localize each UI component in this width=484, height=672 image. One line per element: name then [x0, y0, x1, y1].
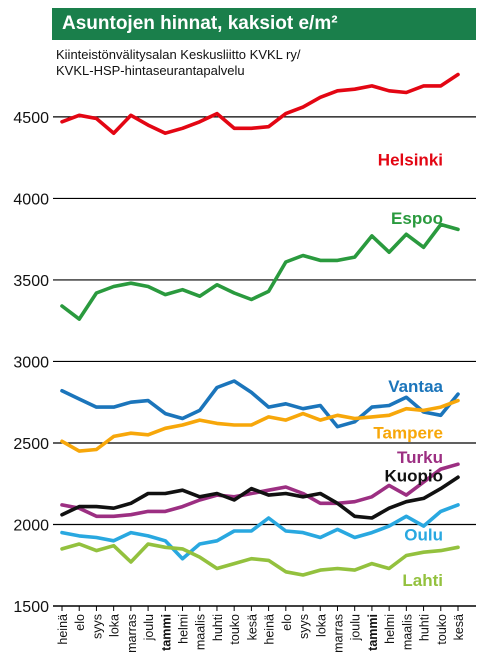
series-label-lahti: Lahti [402, 571, 443, 590]
x-tick-label: tammi [366, 614, 380, 651]
series-label-tampere: Tampere [373, 423, 443, 442]
x-tick-label: heinä [56, 614, 70, 645]
x-tick-label: marras [125, 614, 139, 653]
x-tick-label: huhti [418, 614, 432, 641]
y-tick-label: 4500 [13, 110, 49, 127]
x-tick-label: heinä [263, 614, 277, 645]
chart-title: Asuntojen hinnat, kaksiot e/m² [52, 8, 476, 40]
series-label-kuopio: Kuopio [384, 467, 443, 486]
x-tick-label: huhti [211, 614, 225, 641]
y-axis-ticks: 1500 2000 2500 3000 3500 4000 4500 [13, 110, 49, 616]
x-tick-label: joulu [349, 614, 363, 641]
series-label-turku: Turku [397, 448, 443, 467]
series-label-espoo: Espoo [391, 209, 443, 228]
series-lines [60, 72, 460, 577]
series-line-tampere [60, 398, 460, 453]
y-tick-label: 3500 [13, 273, 49, 290]
y-tick-label: 4000 [13, 191, 49, 208]
series-label-oulu: Oulu [404, 525, 443, 544]
series-line-oulu [60, 503, 460, 561]
x-tick-label: helmi [177, 614, 191, 644]
x-tick-label: maalis [194, 614, 208, 650]
grid-lines [53, 116, 476, 607]
y-tick-label: 2000 [13, 517, 49, 534]
x-axis-ticks: heinä elo syys loka marras joulu tammi helmi maa… [56, 606, 466, 653]
x-tick-label: syys [90, 614, 104, 639]
y-tick-label: 1500 [13, 599, 49, 616]
series-line-espoo [60, 222, 460, 321]
y-tick-label: 3000 [13, 354, 49, 371]
series-label-helsinki: Helsinki [378, 150, 443, 169]
x-tick-label: tammi [159, 614, 173, 651]
x-tick-label: joulu [142, 614, 156, 641]
x-tick-label: marras [331, 614, 345, 653]
x-tick-label: elo [73, 614, 87, 631]
x-tick-label: kesä [452, 614, 466, 640]
source-line-1: Kiinteistönvälitysalan Keskusliitto KVKL… [56, 47, 301, 62]
series-label-vantaa: Vantaa [388, 377, 443, 396]
x-tick-label: loka [314, 614, 328, 637]
series-line-vantaa [60, 379, 460, 429]
x-tick-label: kesä [245, 614, 259, 640]
y-tick-label: 2500 [13, 436, 49, 453]
x-tick-label: helmi [383, 614, 397, 644]
x-tick-label: maalis [400, 614, 414, 650]
x-tick-label: loka [108, 614, 122, 637]
series-line-lahti [60, 542, 460, 577]
source-note: Kiinteistönvälitysalan Keskusliitto KVKL… [56, 47, 476, 79]
x-tick-label: touko [228, 614, 242, 645]
series-line-helsinki [60, 72, 460, 135]
x-tick-label: touko [435, 614, 449, 645]
x-tick-label: syys [297, 614, 311, 639]
x-tick-label: elo [280, 614, 294, 631]
source-line-2: KVKL-HSP-hintaseurantapalvelu [56, 63, 245, 78]
series-line-kuopio [60, 475, 460, 520]
